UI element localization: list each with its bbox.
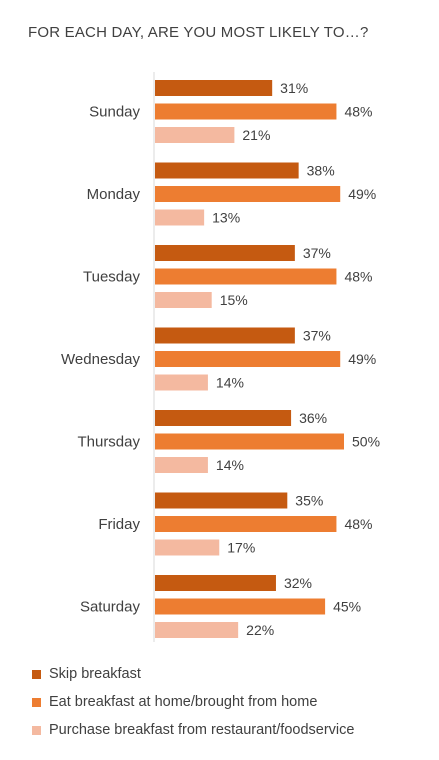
bar-thursday-series-1 — [155, 410, 292, 426]
legend-label-purchase: Purchase breakfast from restaurant/foods… — [49, 722, 355, 738]
bar-wednesday-series-3 — [155, 374, 208, 391]
data-label-monday-series-2: 49% — [348, 186, 376, 202]
bar-saturday-series-3 — [155, 622, 239, 638]
category-label-monday: Monday — [87, 186, 141, 203]
data-label-tuesday-series-1: 37% — [303, 245, 331, 261]
legend-label-home: Eat breakfast at home/brought from home — [49, 694, 318, 710]
data-label-saturday-series-1: 32% — [284, 575, 312, 591]
bar-friday-series-3 — [155, 539, 220, 556]
bar-chart: Sunday 31% 48% 21% Monday 38% 49% 13% Tuesday 37%… — [61, 72, 380, 642]
bar-friday-series-2 — [155, 516, 337, 532]
legend-label-skip: Skip breakfast — [49, 666, 141, 682]
data-label-wednesday-series-1: 37% — [303, 328, 331, 344]
bar-saturday-series-1 — [155, 575, 276, 591]
bar-monday-series-3 — [155, 209, 205, 226]
bar-tuesday-series-2 — [155, 268, 337, 285]
bar-tuesday-series-1 — [155, 245, 295, 261]
bar-monday-series-1 — [155, 162, 299, 179]
data-label-sunday-series-3: 21% — [242, 127, 270, 143]
category-label-saturday: Saturday — [80, 599, 141, 616]
data-label-sunday-series-1: 31% — [280, 80, 308, 96]
category-label-thursday: Thursday — [77, 434, 140, 451]
category-label-tuesday: Tuesday — [83, 269, 140, 286]
legend-swatch-home — [32, 697, 41, 707]
data-label-wednesday-series-3: 14% — [216, 375, 244, 391]
category-label-sunday: Sunday — [89, 104, 140, 121]
bar-saturday-series-2 — [155, 598, 326, 615]
data-label-monday-series-1: 38% — [307, 163, 335, 179]
data-label-thursday-series-2: 50% — [352, 434, 380, 450]
bar-sunday-series-3 — [155, 127, 235, 143]
data-label-monday-series-3: 13% — [212, 210, 240, 226]
bar-sunday-series-2 — [155, 103, 337, 120]
data-label-saturday-series-2: 45% — [333, 599, 361, 615]
data-label-tuesday-series-2: 48% — [344, 269, 372, 285]
category-label-friday: Friday — [98, 516, 140, 533]
data-label-saturday-series-3: 22% — [246, 622, 274, 638]
legend-item-skip: Skip breakfast — [32, 660, 354, 688]
data-label-sunday-series-2: 48% — [344, 104, 372, 120]
legend-swatch-skip — [32, 669, 41, 679]
data-label-friday-series-2: 48% — [344, 516, 372, 532]
bar-wednesday-series-2 — [155, 351, 341, 367]
data-label-friday-series-1: 35% — [295, 493, 323, 509]
bar-sunday-series-1 — [155, 80, 273, 96]
bar-thursday-series-3 — [155, 457, 208, 473]
bar-tuesday-series-3 — [155, 292, 212, 308]
bar-thursday-series-2 — [155, 433, 344, 450]
chart-title: FOR EACH DAY, ARE YOU MOST LIKELY TO…? — [28, 24, 369, 41]
data-label-thursday-series-3: 14% — [216, 457, 244, 473]
bar-friday-series-1 — [155, 492, 288, 509]
category-label-wednesday: Wednesday — [61, 351, 140, 368]
data-label-thursday-series-1: 36% — [299, 410, 327, 426]
data-label-wednesday-series-2: 49% — [348, 351, 376, 367]
legend-swatch-purchase — [32, 725, 41, 735]
data-label-tuesday-series-3: 15% — [220, 292, 248, 308]
bar-wednesday-series-1 — [155, 327, 295, 344]
legend-item-home: Eat breakfast at home/brought from home — [32, 688, 354, 716]
data-label-friday-series-3: 17% — [227, 540, 255, 556]
legend-item-purchase: Purchase breakfast from restaurant/foods… — [32, 716, 354, 744]
bar-monday-series-2 — [155, 186, 341, 202]
legend: Skip breakfast Eat breakfast at home/bro… — [32, 660, 354, 744]
